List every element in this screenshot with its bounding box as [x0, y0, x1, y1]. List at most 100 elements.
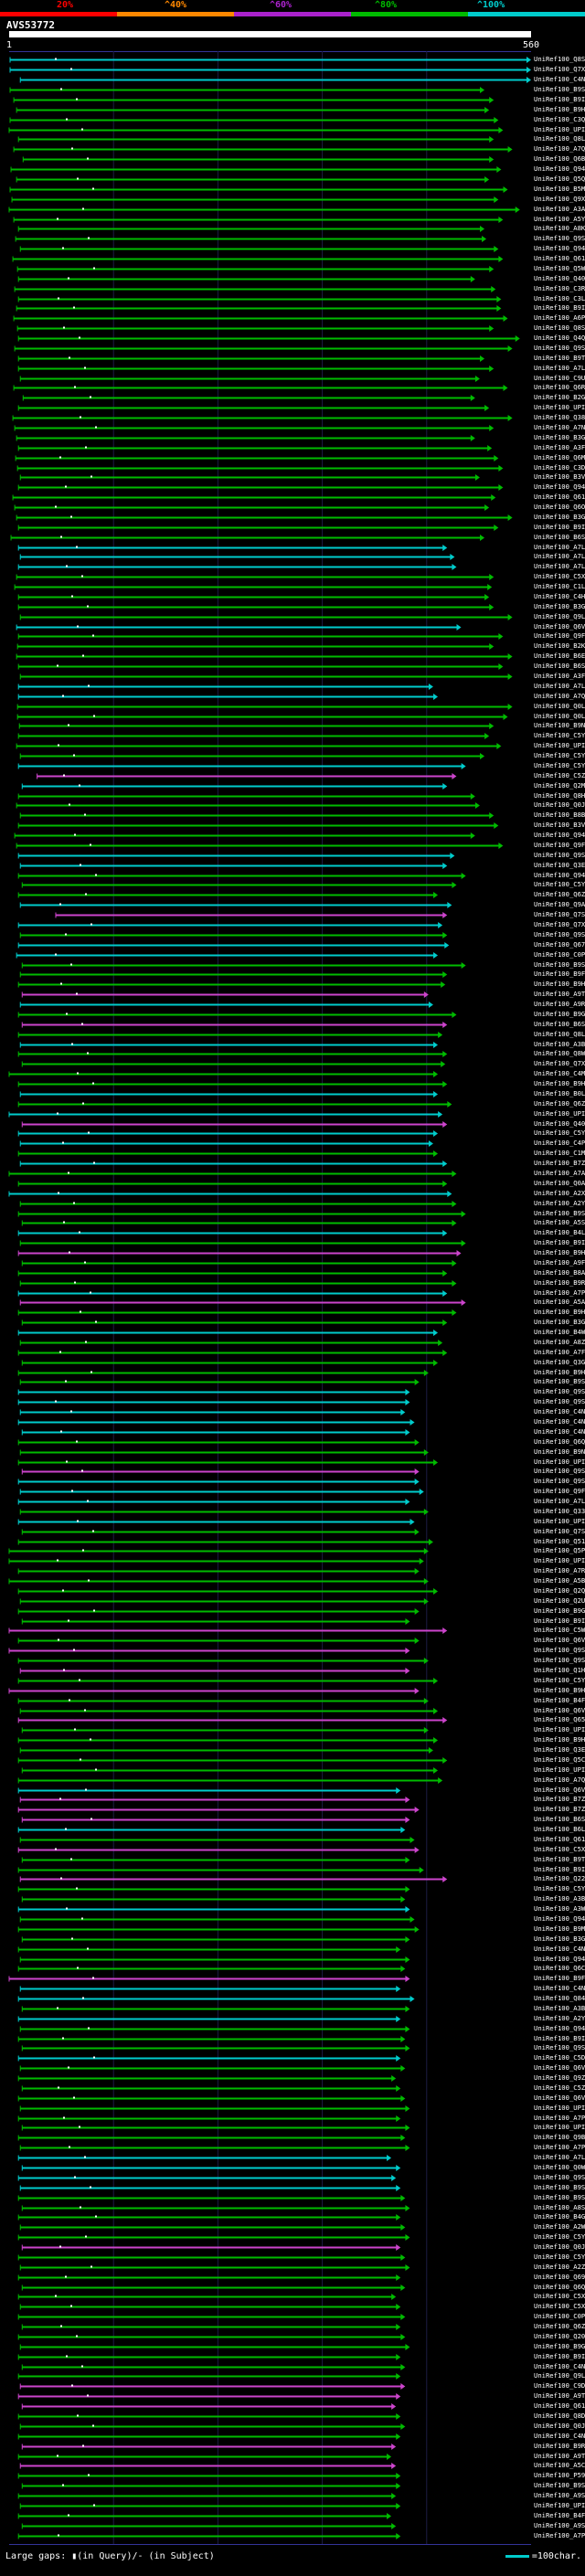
hit-label[interactable]: UniRef100_Q33870	[534, 1507, 585, 1515]
hit-row[interactable]	[16, 435, 475, 441]
hit-label[interactable]: UniRef100_Q9SI90	[534, 1477, 585, 1485]
hit-row[interactable]	[19, 1668, 410, 1674]
hit-label[interactable]: UniRef100_B6LX11	[534, 1825, 585, 1833]
hit-row[interactable]	[21, 2165, 401, 2171]
hit-row[interactable]	[14, 345, 513, 352]
hit-row[interactable]	[8, 1548, 429, 1554]
hit-row[interactable]	[13, 315, 508, 322]
hit-label[interactable]: UniRef100_Q6VWW1	[534, 622, 585, 631]
hit-label[interactable]: UniRef100_B9H1B5	[534, 1368, 585, 1376]
hit-label[interactable]: UniRef100_A7RX95	[534, 1566, 585, 1574]
hit-label[interactable]: UniRef100_C4M1L3	[534, 1069, 585, 1077]
hit-row[interactable]	[19, 376, 480, 382]
hit-label[interactable]: UniRef100_A3BVV9	[534, 1894, 585, 1903]
hit-row[interactable]	[19, 1986, 401, 1992]
hit-row[interactable]	[17, 226, 485, 232]
hit-label[interactable]: UniRef100_B9HDB5	[534, 105, 585, 113]
hit-row[interactable]	[16, 952, 439, 959]
hit-row[interactable]	[19, 2105, 410, 2112]
hit-row[interactable]	[19, 1409, 406, 1415]
hit-row[interactable]	[17, 445, 493, 451]
hit-row[interactable]	[21, 2443, 397, 2450]
hit-label[interactable]: UniRef100_A7QPI9	[534, 144, 585, 153]
hit-row[interactable]	[19, 753, 485, 759]
hit-label[interactable]: UniRef100_B9SVK5	[534, 1377, 585, 1385]
hit-row[interactable]	[17, 1399, 410, 1405]
hit-row[interactable]	[17, 1150, 439, 1157]
hit-label[interactable]: UniRef100_B2G284	[534, 393, 585, 401]
hit-label[interactable]: UniRef100_C4NVW1	[534, 1984, 585, 1992]
hit-row[interactable]	[37, 773, 457, 779]
hit-label[interactable]: UniRef100_Q5WOM7	[534, 264, 585, 272]
hit-row[interactable]	[19, 1797, 410, 1803]
hit-label[interactable]: UniRef100_Q7SAA6	[534, 1527, 585, 1535]
hit-row[interactable]	[17, 296, 502, 302]
hit-label[interactable]: UniRef100_B4LU34	[534, 1228, 585, 1236]
hit-label[interactable]: UniRef100_Q61EM8	[534, 254, 585, 262]
hit-row[interactable]	[17, 2393, 401, 2400]
hit-label[interactable]: UniRef100_A5BPU2	[534, 1576, 585, 1585]
hit-row[interactable]	[19, 971, 448, 978]
hit-label[interactable]: UniRef100_B9IN53	[534, 523, 585, 531]
hit-label[interactable]: UniRef100_Q3E9K2	[534, 1745, 585, 1754]
hit-row[interactable]	[17, 1737, 439, 1744]
hit-row[interactable]	[17, 2373, 401, 2380]
hit-label[interactable]: UniRef100_Q94IB5	[534, 2024, 585, 2032]
hit-label[interactable]: UniRef100_Q94RC7	[534, 831, 585, 839]
hit-label[interactable]: UniRef100_Q0LJE1	[534, 702, 585, 710]
hit-row[interactable]	[15, 236, 487, 242]
hit-row[interactable]	[19, 863, 448, 869]
hit-row[interactable]	[17, 663, 504, 670]
hit-row[interactable]	[17, 276, 475, 282]
hit-label[interactable]: UniRef100_Q94IE8	[534, 871, 585, 879]
hit-row[interactable]	[17, 2493, 397, 2499]
hit-label[interactable]: UniRef100_C5YJ91	[534, 761, 585, 769]
hit-row[interactable]	[17, 733, 490, 739]
hit-row[interactable]	[17, 1807, 420, 1813]
hit-label[interactable]: UniRef100_C5Y283	[534, 1884, 585, 1892]
hit-row[interactable]	[10, 535, 485, 541]
hit-label[interactable]: UniRef100_B6ERI9	[534, 652, 585, 660]
hit-label[interactable]: UniRef100_Q51Y47	[534, 1537, 585, 1545]
hit-row[interactable]	[19, 673, 513, 680]
hit-label[interactable]: UniRef100_C3R87	[534, 284, 585, 292]
hit-row[interactable]	[17, 1211, 466, 1217]
hit-label[interactable]: UniRef100_C5Z066	[534, 2083, 585, 2092]
hit-label[interactable]: UniRef100_A7P0F0	[534, 1288, 585, 1297]
hit-row[interactable]	[19, 902, 452, 908]
hit-row[interactable]	[17, 2433, 401, 2440]
hit-label[interactable]: UniRef100_Q6VVE3	[534, 1786, 585, 1794]
hit-label[interactable]: UniRef100_Q0JXL7	[534, 2242, 585, 2251]
hit-label[interactable]: UniRef100_A2WT19	[534, 2222, 585, 2231]
hit-label[interactable]: UniRef100_Q8HGW1	[534, 791, 585, 800]
hit-label[interactable]: UniRef100_UPI000...	[534, 1765, 585, 1774]
hit-row[interactable]	[9, 57, 531, 63]
hit-label[interactable]: UniRef100_UPI000...	[534, 2104, 585, 2112]
hit-label[interactable]: UniRef100_A9TI51	[534, 2452, 585, 2460]
hit-row[interactable]	[17, 1439, 420, 1446]
hit-row[interactable]	[17, 1906, 410, 1913]
hit-row[interactable]	[17, 873, 466, 879]
hit-label[interactable]: UniRef100_B9T4I9	[534, 354, 585, 362]
hit-row[interactable]	[16, 704, 513, 710]
hit-row[interactable]	[17, 1966, 406, 1972]
hit-row[interactable]	[19, 2065, 406, 2072]
hit-label[interactable]: UniRef100_A5Y4K6	[534, 215, 585, 223]
hit-label[interactable]: UniRef100_A5ATM7	[534, 1298, 585, 1306]
hit-row[interactable]	[21, 962, 466, 969]
hit-label[interactable]: UniRef100_C4NVW2	[534, 1945, 585, 1953]
hit-label[interactable]: UniRef100_B9GDC1	[534, 1606, 585, 1615]
hit-row[interactable]	[8, 1976, 410, 1982]
hit-label[interactable]: UniRef100_Q9SI90-2	[534, 1467, 585, 1475]
hit-row[interactable]	[21, 1061, 446, 1067]
hit-label[interactable]: UniRef100_Q6ZKW0	[534, 890, 585, 898]
hit-row[interactable]	[16, 266, 495, 272]
hit-label[interactable]: UniRef100_C5XNW5	[534, 572, 585, 580]
hit-label[interactable]: UniRef100_C5WVP7	[534, 1626, 585, 1634]
hit-row[interactable]	[16, 643, 495, 650]
hit-label[interactable]: UniRef100_A3BL81	[534, 2004, 585, 2012]
hit-label[interactable]: UniRef100_A7LHF5	[534, 562, 585, 570]
hit-label[interactable]: UniRef100_Q7XJB6	[534, 1059, 585, 1067]
hit-label[interactable]: UniRef100_Q9FFP1	[534, 631, 585, 640]
hit-label[interactable]: UniRef100_Q9FS77	[534, 841, 585, 849]
